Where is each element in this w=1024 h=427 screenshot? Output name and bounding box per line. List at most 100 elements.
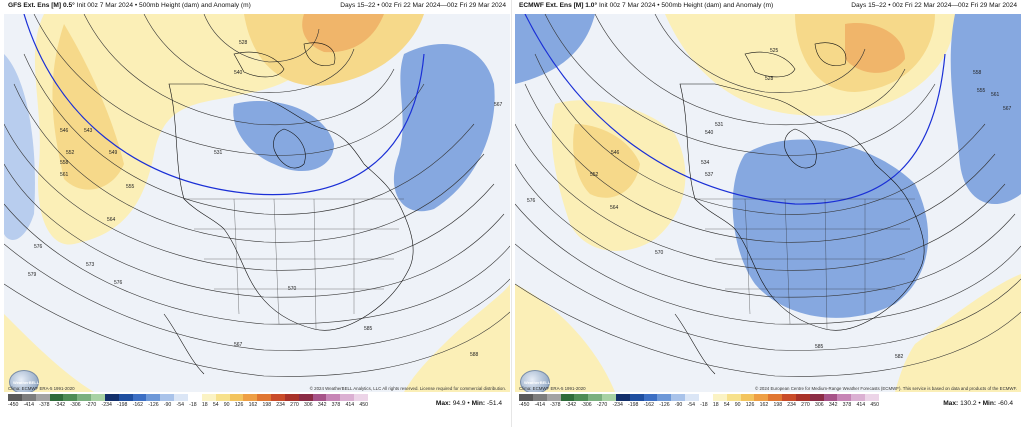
scale-tick-label: 306 — [814, 402, 824, 408]
scale-swatch — [754, 394, 769, 401]
negative-anomaly-atlantic — [950, 14, 1021, 204]
scale-tick-label: -198 — [117, 402, 128, 408]
contour-label: 558 — [973, 70, 982, 76]
scale-swatch — [698, 394, 713, 401]
scale-tick-label: -126 — [659, 402, 670, 408]
weatherbell-logo: WeatherBELL — [520, 370, 550, 392]
scale-tick-label: -342 — [565, 402, 577, 408]
highlight-contour — [23, 14, 425, 196]
scale-swatch — [229, 394, 244, 401]
scale-tick-label: -414 — [23, 402, 34, 408]
scale-swatch — [657, 394, 672, 401]
negative-anomaly-pacific — [4, 54, 35, 240]
scale-swatch — [91, 394, 105, 401]
scale-swatches — [519, 394, 879, 401]
ecmwf-map: 546 552 564 570 576 582 585 555 561 567 … — [515, 14, 1021, 392]
scale-swatch — [574, 394, 589, 401]
contour-labels: 546 552 564 570 576 582 585 555 561 567 … — [527, 48, 1012, 360]
scale-swatch — [629, 394, 644, 401]
scale-tick-label: 378 — [842, 402, 852, 408]
scale-tick-label: -234 — [101, 402, 112, 408]
scale-tick-label: 450 — [359, 402, 368, 408]
scale-swatch — [851, 394, 866, 401]
contour-label: 531 — [214, 150, 223, 156]
height-contours — [515, 14, 1021, 377]
contour-label: 573 — [86, 262, 95, 268]
ecmwf-panel: ECMWF Ext. Ens [M] 1.0° Init 00z 7 Mar 2… — [515, 0, 1021, 427]
negative-anomaly-east — [732, 139, 929, 318]
contour-label: 576 — [114, 280, 123, 286]
scale-tick-label: 414 — [345, 402, 355, 408]
scale-swatch — [546, 394, 561, 401]
negative-anomaly-pacific — [515, 14, 595, 84]
gfs-header: GFS Ext. Ens [M] 0.5° Init 00z 7 Mar 202… — [8, 2, 506, 14]
scale-swatch — [809, 394, 824, 401]
scale-swatch — [284, 394, 299, 401]
contour-label: 567 — [234, 342, 243, 348]
positive-anomaly-west-core — [573, 124, 640, 198]
scale-swatch — [560, 394, 575, 401]
scale-swatch — [532, 394, 547, 401]
contour-label: 555 — [977, 88, 986, 94]
gfs-map: 546 543 552 549 558 561 555 564 576 576 … — [4, 14, 510, 392]
contour-label: 567 — [1003, 106, 1012, 112]
positive-anomaly-west — [34, 14, 316, 245]
scale-ticks: -450 -414 -378 -342 -306 -270 -234 -198 -162 -126… — [519, 402, 879, 408]
continent-outline — [163, 42, 414, 375]
scale-swatch — [257, 394, 272, 401]
scale-tick-label: -450 — [519, 402, 530, 408]
contour-label: 588 — [470, 352, 479, 358]
scale-tick-label: 270 — [290, 402, 299, 408]
scale-tick-label: 54 — [212, 402, 219, 408]
scale-swatch — [63, 394, 78, 401]
scale-swatch — [602, 394, 616, 401]
scale-tick-label: 162 — [759, 402, 769, 408]
scale-swatch — [519, 394, 533, 401]
scale-swatch — [160, 394, 175, 401]
scale-tick-label: 54 — [723, 402, 730, 408]
gfs-min-value: -51.4 — [486, 400, 502, 407]
scale-tick-label: -90 — [674, 402, 683, 408]
contour-label: 576 — [34, 244, 43, 250]
contour-label: 540 — [234, 70, 243, 76]
contour-label: 585 — [364, 326, 373, 332]
scale-tick-label: 450 — [870, 402, 879, 408]
scale-tick-label: -162 — [643, 402, 655, 408]
contour-label: 564 — [107, 217, 116, 223]
scale-tick-label: 414 — [856, 402, 866, 408]
panel-divider — [511, 0, 512, 427]
scale-tick-label: -234 — [612, 402, 623, 408]
scale-swatch — [312, 394, 327, 401]
contour-label: 582 — [895, 354, 904, 360]
scale-tick-label: 90 — [223, 402, 230, 408]
gfs-clima: Clima: ECMWF ERA-5 1991-2020 — [8, 386, 75, 391]
contour-label: 537 — [705, 172, 714, 178]
scale-tick-label: 198 — [773, 402, 783, 408]
contour-label: 528 — [239, 40, 248, 46]
scale-swatches — [8, 394, 368, 401]
contour-label: 576 — [527, 198, 536, 204]
gfs-max-value: 94.9 — [452, 400, 466, 407]
contour-label: 528 — [765, 76, 774, 82]
scale-swatch — [8, 394, 22, 401]
scale-tick-label: 90 — [734, 402, 741, 408]
positive-anomaly-arctic-core — [302, 14, 384, 53]
scale-swatch — [354, 394, 368, 401]
scale-swatch — [326, 394, 341, 401]
scale-tick-label: -378 — [39, 402, 50, 408]
scale-tick-label: -450 — [8, 402, 19, 408]
scale-tick-label: -378 — [550, 402, 561, 408]
scale-tick-label: -54 — [687, 402, 695, 408]
gfs-color-scale: -450 -414 -378 -342 -306 -270 -234 -198 -162 -126… — [8, 394, 368, 412]
scale-swatch — [837, 394, 852, 401]
state-borders — [695, 198, 915, 330]
ecmwf-min-value: -60.4 — [997, 400, 1013, 407]
scale-tick-label: 378 — [331, 402, 341, 408]
scale-swatch — [643, 394, 658, 401]
scale-tick-label: -126 — [148, 402, 159, 408]
scale-tick-label: 18 — [201, 402, 208, 408]
state-borders — [184, 198, 404, 330]
scale-tick-label: -18 — [700, 402, 708, 408]
positive-anomaly-southwest — [515, 284, 615, 392]
scale-swatch — [865, 394, 879, 401]
